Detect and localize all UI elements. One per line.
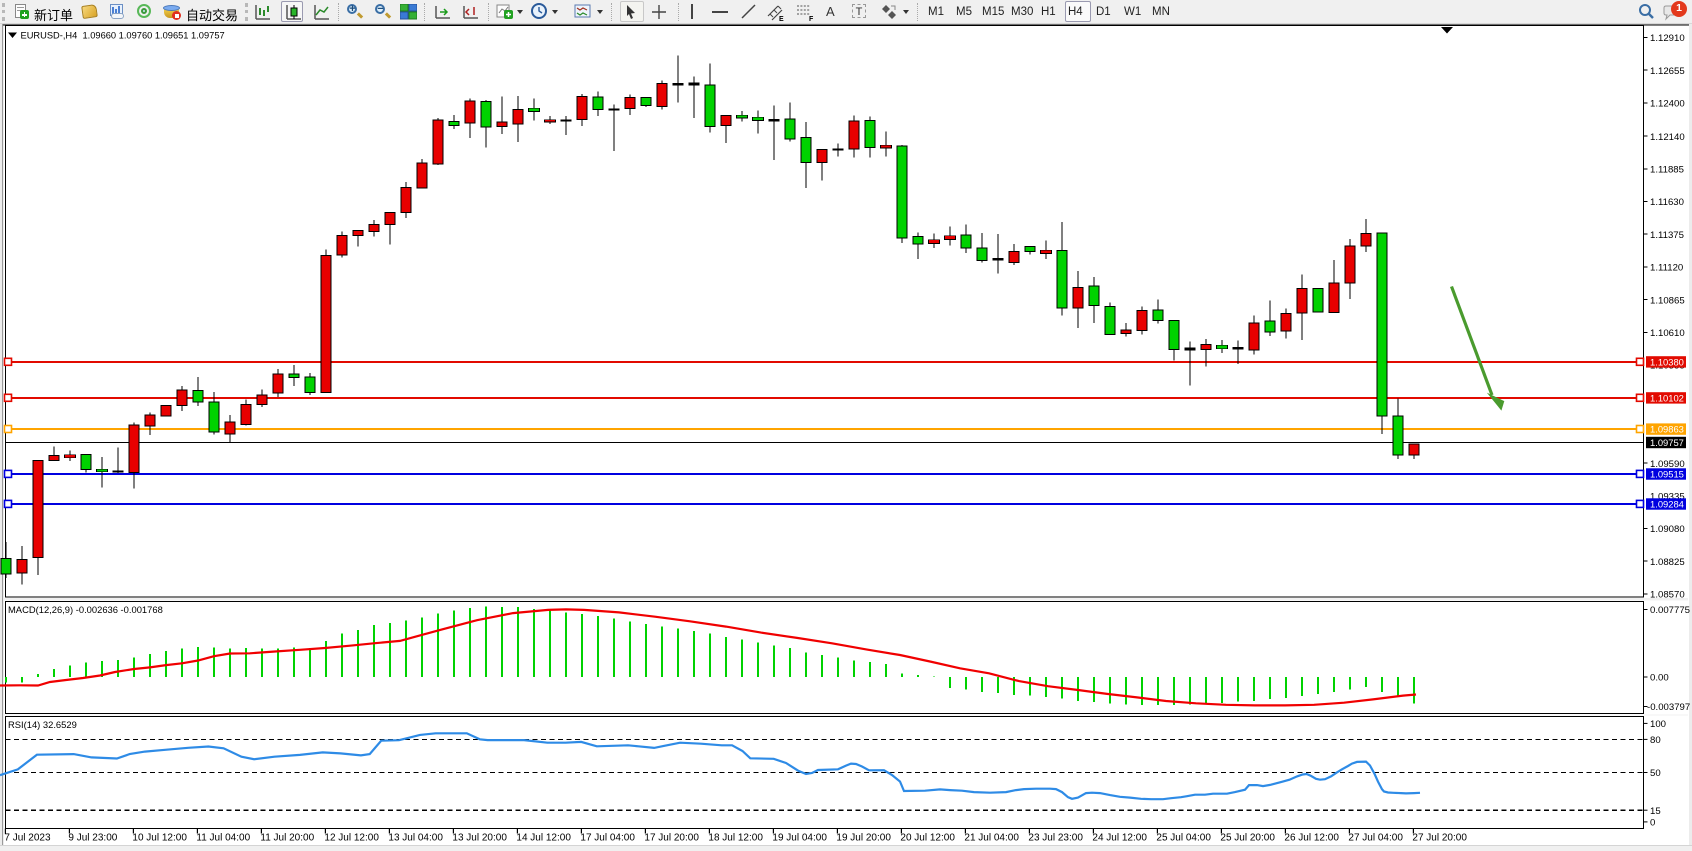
svg-text:7 Jul 2023: 7 Jul 2023 bbox=[4, 833, 51, 844]
svg-text:15: 15 bbox=[1650, 806, 1661, 817]
svg-text:MACD(12,26,9) -0.002636 -0.001: MACD(12,26,9) -0.002636 -0.001768 bbox=[8, 604, 163, 615]
svg-text:1.10610: 1.10610 bbox=[1650, 328, 1685, 339]
svg-text:18 Jul 12:00: 18 Jul 12:00 bbox=[708, 833, 763, 844]
svg-text:F: F bbox=[809, 16, 814, 22]
svg-text:25 Jul 04:00: 25 Jul 04:00 bbox=[1156, 833, 1211, 844]
svg-text:1.10102: 1.10102 bbox=[1650, 392, 1684, 403]
svg-text:27 Jul 20:00: 27 Jul 20:00 bbox=[1412, 833, 1467, 844]
svg-text:1.11120: 1.11120 bbox=[1650, 263, 1683, 274]
svg-text:1.11885: 1.11885 bbox=[1650, 165, 1684, 176]
svg-text:13 Jul 04:00: 13 Jul 04:00 bbox=[388, 833, 443, 844]
svg-text:23 Jul 23:00: 23 Jul 23:00 bbox=[1028, 833, 1083, 844]
svg-text:11 Jul 20:00: 11 Jul 20:00 bbox=[260, 833, 314, 844]
svg-text:19 Jul 04:00: 19 Jul 04:00 bbox=[772, 833, 827, 844]
svg-text:80: 80 bbox=[1650, 735, 1661, 746]
svg-text:24 Jul 12:00: 24 Jul 12:00 bbox=[1092, 833, 1147, 844]
svg-text:100: 100 bbox=[1650, 719, 1666, 730]
svg-text:0.007775: 0.007775 bbox=[1650, 605, 1690, 616]
svg-text:27 Jul 04:00: 27 Jul 04:00 bbox=[1348, 833, 1403, 844]
svg-text:EURUSD-,H4 1.09660 1.09760 1.: EURUSD-,H4 1.09660 1.09760 1.09651 1.097… bbox=[21, 30, 225, 40]
svg-text:1.09080: 1.09080 bbox=[1650, 524, 1685, 535]
svg-text:10 Jul 12:00: 10 Jul 12:00 bbox=[132, 833, 187, 844]
svg-text:1.09515: 1.09515 bbox=[1650, 469, 1684, 480]
svg-text:E: E bbox=[779, 16, 784, 22]
svg-text:1.12400: 1.12400 bbox=[1650, 99, 1685, 110]
svg-text:1.09863: 1.09863 bbox=[1650, 424, 1684, 435]
svg-text:50: 50 bbox=[1650, 768, 1661, 779]
svg-text:11 Jul 04:00: 11 Jul 04:00 bbox=[196, 833, 250, 844]
svg-text:RSI(14) 32.6529: RSI(14) 32.6529 bbox=[8, 719, 77, 730]
svg-text:1.09757: 1.09757 bbox=[1650, 437, 1684, 448]
svg-text:14 Jul 12:00: 14 Jul 12:00 bbox=[516, 833, 571, 844]
svg-text:-0.003797: -0.003797 bbox=[1647, 702, 1690, 713]
svg-text:25 Jul 20:00: 25 Jul 20:00 bbox=[1220, 833, 1275, 844]
svg-text:21 Jul 04:00: 21 Jul 04:00 bbox=[964, 833, 1019, 844]
svg-text:12 Jul 12:00: 12 Jul 12:00 bbox=[324, 833, 379, 844]
svg-text:1.11630: 1.11630 bbox=[1650, 197, 1684, 208]
svg-text:19 Jul 20:00: 19 Jul 20:00 bbox=[836, 833, 891, 844]
svg-text:0: 0 bbox=[1650, 818, 1655, 829]
svg-text:0.00: 0.00 bbox=[1650, 673, 1669, 684]
svg-text:13 Jul 20:00: 13 Jul 20:00 bbox=[452, 833, 507, 844]
svg-text:17 Jul 04:00: 17 Jul 04:00 bbox=[580, 833, 635, 844]
svg-text:1.12655: 1.12655 bbox=[1650, 66, 1685, 77]
svg-text:1.08570: 1.08570 bbox=[1650, 590, 1685, 601]
svg-text:1.09284: 1.09284 bbox=[1650, 499, 1684, 510]
svg-text:1.11375: 1.11375 bbox=[1650, 230, 1684, 241]
svg-text:1.10380: 1.10380 bbox=[1650, 356, 1684, 367]
svg-text:1.12140: 1.12140 bbox=[1650, 132, 1685, 143]
svg-text:1.08825: 1.08825 bbox=[1650, 557, 1685, 568]
svg-text:9 Jul 23:00: 9 Jul 23:00 bbox=[68, 833, 117, 844]
svg-text:26 Jul 12:00: 26 Jul 12:00 bbox=[1284, 833, 1339, 844]
svg-text:20 Jul 12:00: 20 Jul 12:00 bbox=[900, 833, 955, 844]
svg-text:1.12910: 1.12910 bbox=[1650, 33, 1685, 44]
svg-text:1.10865: 1.10865 bbox=[1650, 295, 1685, 306]
svg-text:1.09590: 1.09590 bbox=[1650, 459, 1685, 470]
svg-text:1.09335: 1.09335 bbox=[1650, 492, 1685, 503]
svg-text:17 Jul 20:00: 17 Jul 20:00 bbox=[644, 833, 699, 844]
